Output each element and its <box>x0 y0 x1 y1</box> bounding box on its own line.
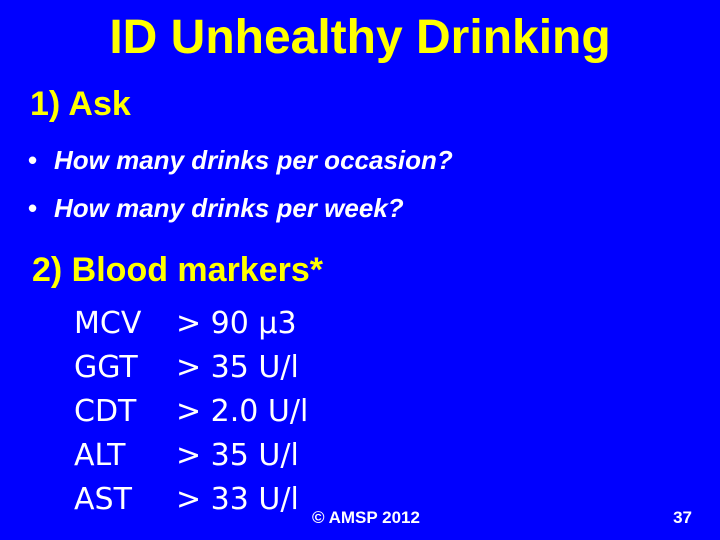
section-heading-ask: 1) Ask <box>30 85 131 123</box>
bullet-text: How many drinks per week? <box>54 193 404 223</box>
marker-row-mcv: MCV > 90 µ3 <box>74 304 308 348</box>
marker-name: AST <box>74 482 132 517</box>
marker-name: ALT <box>74 438 126 473</box>
marker-row-alt: ALT > 35 U/l <box>74 436 308 480</box>
section-heading-blood-markers: 2) Blood markers* <box>32 251 323 289</box>
marker-name: GGT <box>74 350 138 385</box>
bullet-icon: • <box>28 193 38 223</box>
marker-value: > 35 U/l <box>176 438 299 473</box>
marker-name: CDT <box>74 394 137 429</box>
blood-marker-list: MCV > 90 µ3 GGT > 35 U/l CDT > 2.0 U/l ALT >… <box>74 304 308 524</box>
marker-row-ggt: GGT > 35 U/l <box>74 348 308 392</box>
bullet-item: • How many drinks per occasion? <box>28 144 453 176</box>
marker-value: > 33 U/l <box>176 482 299 517</box>
bullet-icon: • <box>28 145 38 175</box>
bullet-item: • How many drinks per week? <box>28 192 404 224</box>
page-number: 37 <box>673 508 692 527</box>
marker-value: > 2.0 U/l <box>176 394 309 429</box>
bullet-text: How many drinks per occasion? <box>54 145 453 175</box>
copyright-notice: © AMSP 2012 <box>312 508 420 527</box>
marker-value: > 35 U/l <box>176 350 299 385</box>
slide-title: ID Unhealthy Drinking <box>109 11 611 64</box>
marker-row-cdt: CDT > 2.0 U/l <box>74 392 308 436</box>
marker-row-ast: AST > 33 U/l <box>74 480 308 524</box>
marker-name: MCV <box>74 306 142 341</box>
marker-value: > 90 µ3 <box>176 306 297 341</box>
